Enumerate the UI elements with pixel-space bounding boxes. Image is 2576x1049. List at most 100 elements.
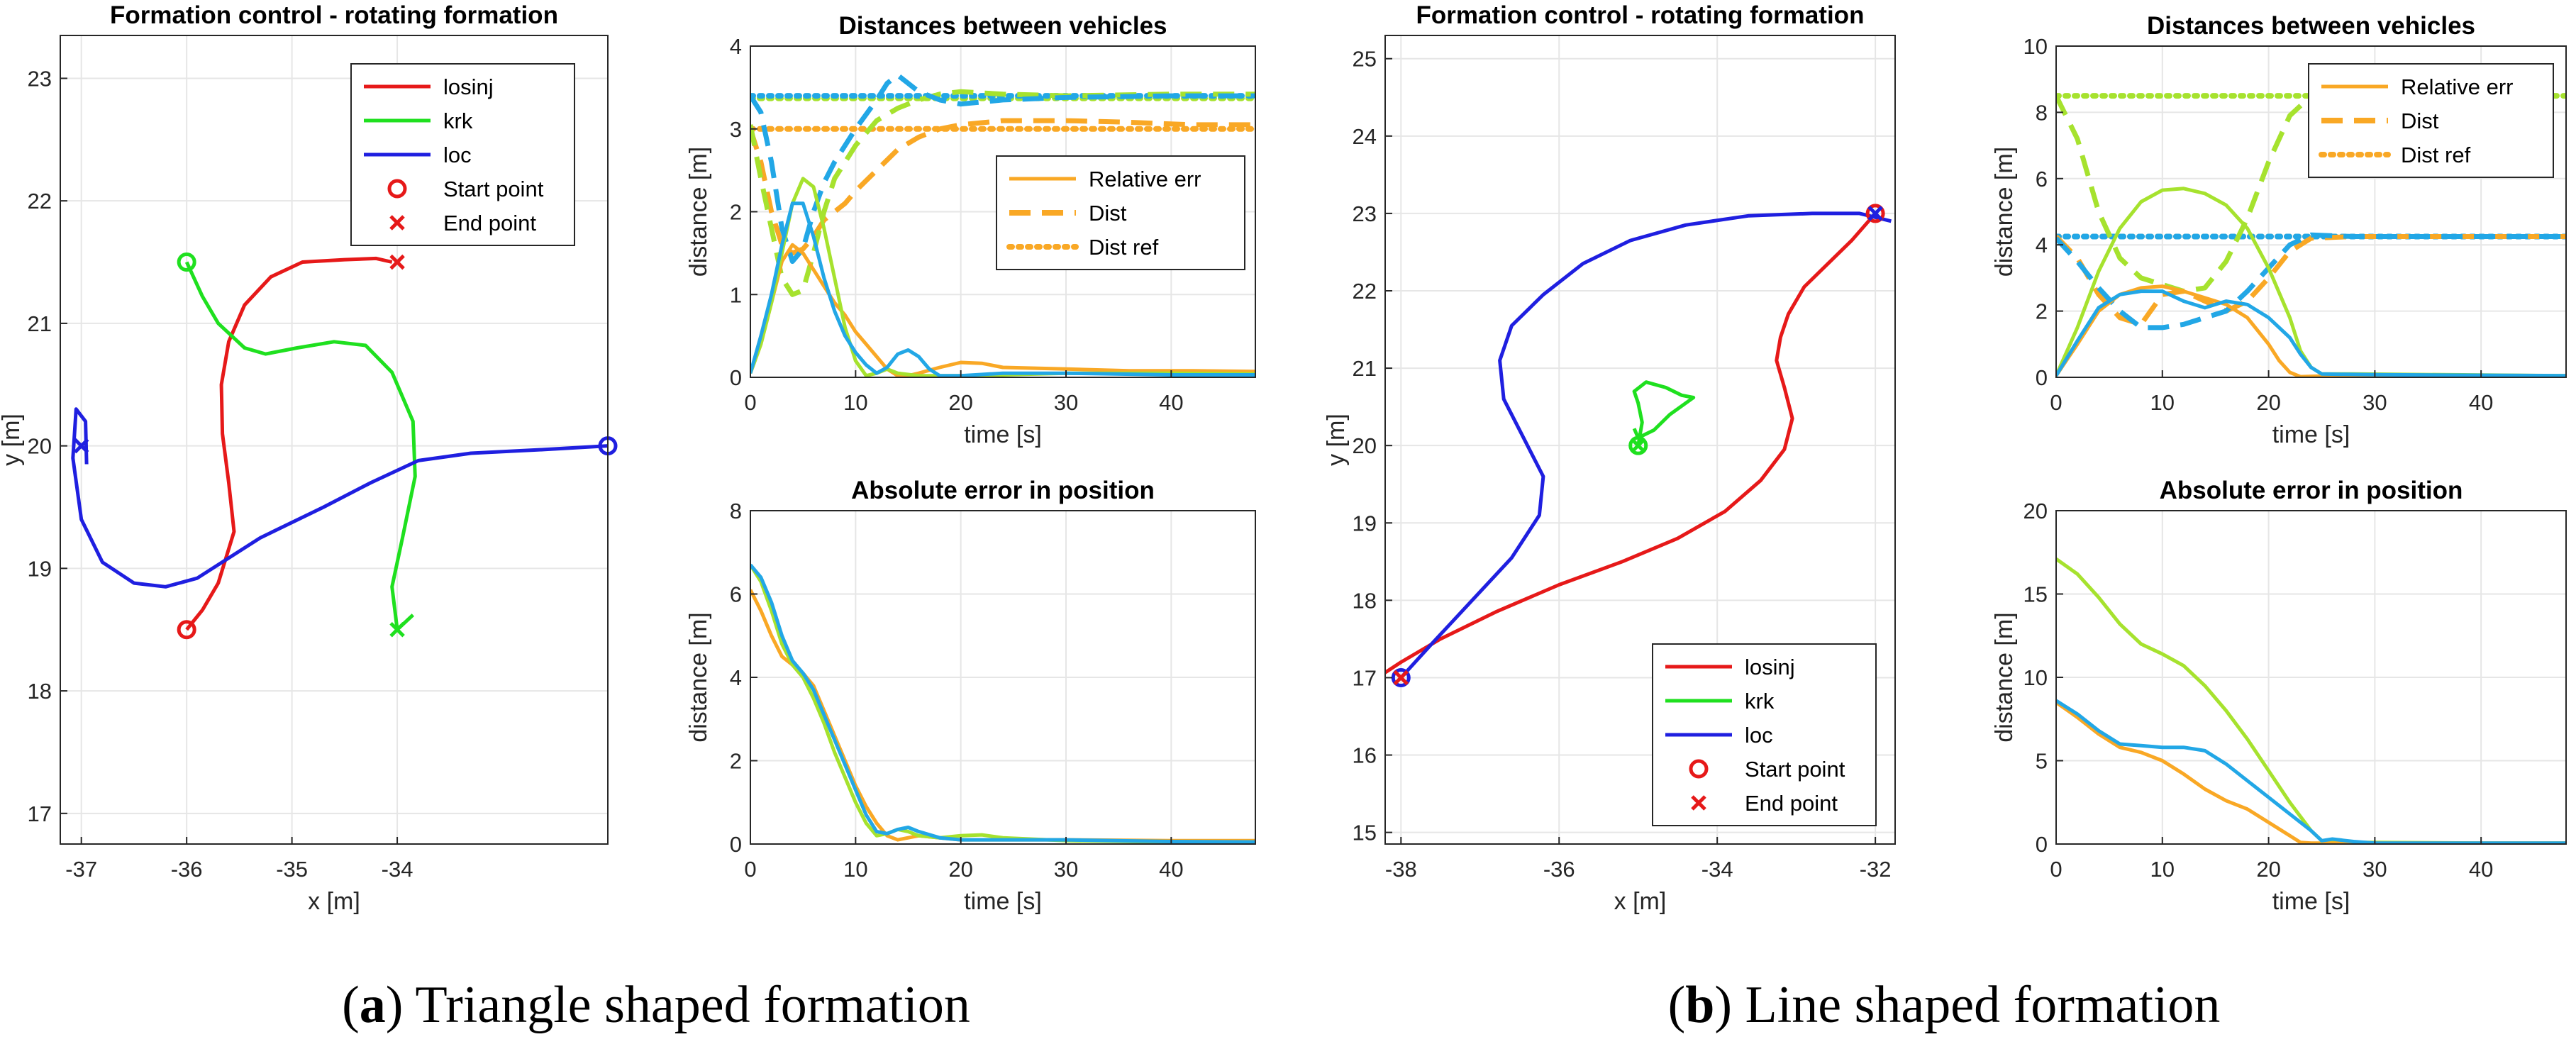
series-group [750,563,1255,844]
caption-a-tag: a [359,976,386,1034]
x-axis-label: time [s] [2272,421,2350,448]
y-tick-label: 10 [2023,665,2048,690]
x-tick-label: -36 [1543,857,1575,882]
legend-label: Dist ref [2401,143,2471,167]
y-tick-label: 10 [2023,34,2048,59]
series-line-dist [750,118,1255,256]
series-line-loc [1399,211,1892,679]
y-tick-label: 3 [730,117,742,142]
legend-label: losinj [443,74,494,99]
series-line-orange [2056,701,2566,844]
y-tick-label: 18 [28,679,52,704]
legend-label: losinj [1745,655,1795,679]
legend-start-marker [1689,759,1709,779]
x-tick-label: -34 [1701,857,1733,882]
end-point-marker [389,254,405,270]
chart-triangle-abs-error: 0 10 20 30 40 0 2 4 6 8 Absolute error in position… [685,477,1256,915]
chart-line-abs-error: 0 10 20 30 40 0 5 10 15 20 Absolute error in posit… [1991,477,2567,915]
y-axis-label: distance [m] [1991,147,2018,277]
legend-item: Dist [2321,109,2439,133]
legend-item: Relative err [2321,74,2514,99]
x-tick-label: 10 [2150,857,2175,882]
x-tick-label: 20 [2256,390,2280,415]
series-line-relative-err [750,243,1255,377]
start-point-marker [1865,204,1885,223]
chart-title: Absolute error in position [2160,477,2463,504]
y-tick-label: 0 [730,832,742,857]
y-tick-label: 17 [28,801,52,826]
caption-b-tag: b [1685,976,1715,1034]
x-tick-label: 0 [2050,390,2062,415]
end-point-marker [73,438,89,454]
y-tick-label: 20 [1353,433,1377,458]
legend-label: End point [443,211,536,235]
x-tick-label: 20 [948,857,972,882]
series-line-dist [2056,93,2566,294]
chart-title: Absolute error in position [851,477,1155,504]
legend-label: Start point [443,177,544,201]
x-tick-label: 10 [843,857,867,882]
legend-label: Relative err [2401,74,2514,99]
y-tick-label: 8 [2036,100,2048,125]
series-line-cyan [2056,699,2566,844]
x-axis-label: x [m] [1614,888,1667,915]
legend-label: loc [1745,723,1773,748]
legend-label: Relative err [1089,167,1201,192]
y-tick-label: 22 [1353,279,1377,304]
legend-label: krk [1745,689,1775,714]
legend-item: Dist ref [1006,235,1159,260]
y-tick-label: 21 [1353,356,1377,381]
series-line-relative-err [2056,289,2566,377]
legend-label: Dist [2401,109,2439,133]
start-point-marker [177,252,196,272]
x-tick-label: 40 [1159,857,1183,882]
legend-item: Dist [1009,201,1127,226]
y-tick-label: 4 [2036,233,2048,257]
x-tick-label: 30 [2363,390,2387,415]
x-tick-label: 30 [2363,857,2387,882]
y-tick-label: 17 [1353,665,1377,690]
legend-box [996,155,1245,270]
series-group [71,256,608,632]
start-point-marker [177,620,196,640]
y-tick-label: 8 [730,499,742,523]
y-tick-label: 4 [730,665,742,690]
x-tick-label: 40 [2469,857,2493,882]
y-tick-label: 1 [730,282,742,307]
y-tick-label: 6 [2036,167,2048,192]
y-tick-label: 23 [28,66,52,91]
legend-item: losinj [1665,655,1795,679]
y-tick-label: 15 [2023,582,2048,607]
series-line-relative-err [750,201,1255,377]
legend-item: Relative err [1009,167,1201,192]
y-tick-label: 4 [730,34,742,59]
y-axis-label: distance [m] [685,612,712,742]
chart-triangle-distances: 0 10 20 30 40 0 1 2 3 4 Distances between vehicles… [685,12,1256,448]
y-tick-label: 20 [2023,499,2048,523]
legend-item: Dist ref [2319,143,2471,167]
legend-item: loc [1665,723,1773,748]
x-tick-label: 0 [2050,857,2062,882]
y-tick-label: 0 [730,365,742,390]
legend-label: End point [1745,791,1838,816]
y-axis-label: distance [m] [1991,612,2018,742]
x-axis-label: time [s] [964,888,1042,915]
series-line-loc [71,407,608,589]
legend-box [2308,63,2554,178]
series-line-losinj [185,256,393,631]
y-axis-label: distance [m] [685,147,712,277]
legend-end-marker [389,215,405,231]
end-point-marker [1867,206,1883,221]
legend-start-marker [387,179,407,199]
chart-title: Distances between vehicles [839,12,1167,40]
caption-b: (b) Line shaped formation [1667,976,2221,1034]
legend-end-marker [1691,795,1706,811]
x-tick-label: -35 [276,857,308,882]
y-tick-label: 25 [1353,47,1377,72]
legend-label: loc [443,143,472,167]
chart-line-trajectory: -38 -36 -34 -32 15 16 17 18 19 20 21 22 23 24 25 Format… [1323,1,1896,915]
axes-box [60,35,609,845]
y-tick-label: 2 [730,749,742,774]
x-tick-label: 40 [2469,390,2493,415]
